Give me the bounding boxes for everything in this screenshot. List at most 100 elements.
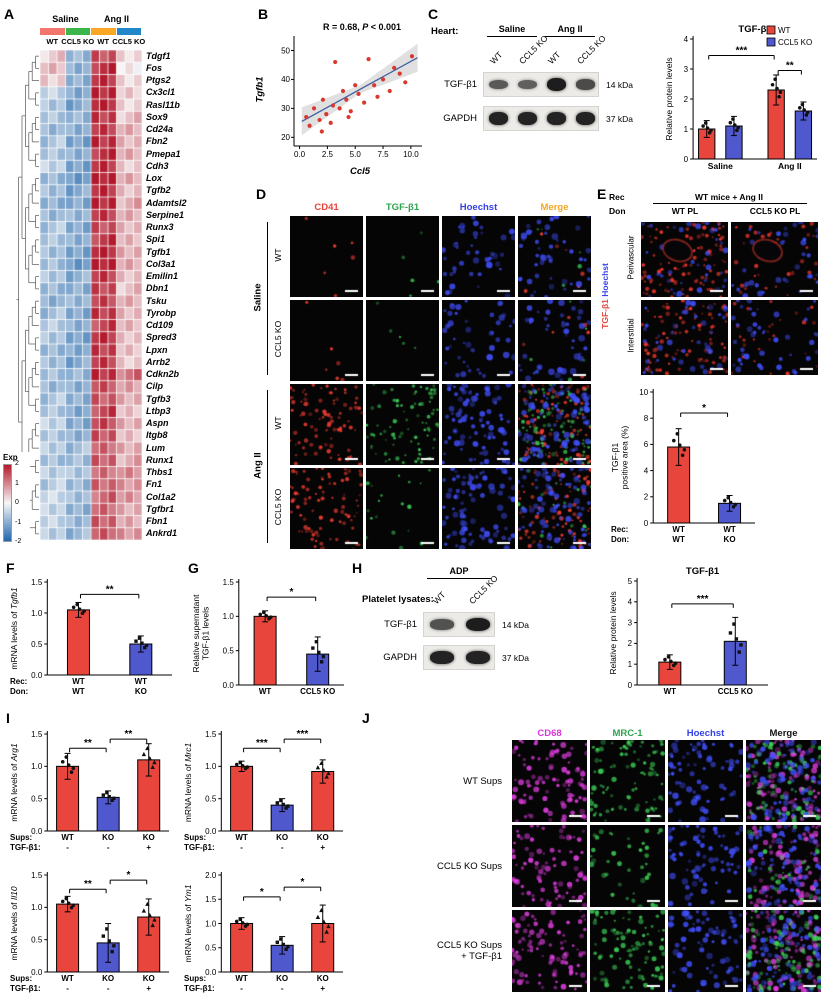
gene-label: Lpxn [146,344,168,355]
svg-text:1.5: 1.5 [31,871,43,880]
gene-label: Runx3 [146,222,174,232]
if-image-hoechst [442,216,515,297]
if-header-hoechst: Hoechst [686,728,725,739]
if-header-hoechst: Hoechst [459,202,498,213]
blot-band [488,112,509,125]
svg-text:Rec:: Rec: [611,525,628,534]
svg-text:**: ** [84,738,92,749]
heatmap-legend-title: Exp [3,453,18,462]
blot-treatment-label: ADP [449,566,469,576]
if-image-merge [518,300,591,381]
heatmap-subgroup-bar [40,28,65,35]
svg-text:4: 4 [628,598,633,607]
heatmap-subgroup-label: CCL5 KO [112,37,146,46]
if-row-label: WT Sups [352,740,502,822]
panel-d: D CD41 TGF-β1 Hoechst Merge Saline Ang II WT C… [250,186,595,560]
svg-text:WT: WT [235,833,248,842]
svg-text:1.5: 1.5 [31,578,43,587]
don-value-wt: WT PL [671,206,699,216]
blot-kda-label: 37 kDa [606,113,633,124]
svg-text:1.0: 1.0 [31,762,43,771]
gene-label: Ankrd1 [146,528,178,539]
svg-text:TGF-β1: TGF-β1 [686,566,720,577]
if-group-label: Saline [252,283,264,311]
svg-text:KO: KO [276,974,288,983]
gene-label: Arrb2 [146,356,171,367]
heatmap-subgroup-bar [91,28,116,35]
mrc1-chart: 0.0 0.5 1.0 1.5 mRNA levels of Mrc1 *** *** Sup… [182,726,347,862]
svg-text:Sups:: Sups: [184,833,206,842]
western-blot-platelet: Platelet lysates: ADP WT CCL5 KO TGF-β1 14 kD… [362,566,597,706]
svg-text:KO: KO [724,535,736,544]
svg-text:CCL5 KO: CCL5 KO [718,687,753,696]
if-image-cd68 [512,825,587,907]
svg-text:1.5: 1.5 [31,730,43,739]
heatmap [40,50,142,540]
svg-text:-: - [281,843,284,852]
panel-h-label: H [352,560,363,576]
panel-i: I 0.0 0.5 1.0 1.5 mRNA levels of Arg1 ** ** Sup… [0,710,352,1005]
if-group-bracket [267,222,268,375]
svg-text:CCL5 KO: CCL5 KO [300,687,335,696]
gene-label: Tdgf1 [146,50,171,61]
blot-band [517,79,538,90]
blot-band [430,619,454,630]
gene-label: Cilp [146,381,163,392]
svg-text:3: 3 [684,65,689,74]
blot-band [488,79,509,90]
scatter-ylabel: Tgfb1 [254,76,266,103]
svg-text:4: 4 [684,35,689,44]
if-image-hoechst [668,825,743,907]
tgfb1-area-chart: 0 2 4 6 8 10 TGF-β1 positive area (%) * Rec: WT WT D… [609,384,759,554]
if-image-cd41 [290,468,363,549]
heatmap-legend: Exp 2 1 0 -1 -2 [2,452,30,545]
panel-e: E Rec WT mice + Ang II Don WT PL CCL5 KO… [595,186,824,560]
svg-text:TGF-β1:: TGF-β1: [10,843,41,852]
panel-d-label: D [256,186,267,202]
svg-text:WT: WT [723,525,736,534]
bar-chart-svg: 0.0 0.5 1.0 1.5 2.0 mRNA levels of Ym1 * * Sups:… [183,871,343,993]
svg-text:50: 50 [281,46,290,55]
heatmap-gene-labels: Tdgf1 Fos Ptgs2 Cx3cl1 Rasl11b Sox9 Cd24a Fbn2 P… [146,50,246,540]
svg-text:-: - [66,984,69,993]
svg-text:KO: KO [143,833,155,842]
panel-c: C Heart: Saline Ang II WT CCL5 KO WT CCL5 KO TG… [425,6,824,188]
svg-text:0.5: 0.5 [31,935,43,944]
panel-b: B R = 0.68, P < 0.001 20 30 40 50 0.0 2.5 5.0 7… [250,6,434,186]
svg-text:mRNA levels of Ym1: mRNA levels of Ym1 [183,884,193,962]
gene-label: Cdkn2b [146,369,180,379]
tgfb1-mrna-chart: 0.0 0.5 1.0 1.5 mRNA levels of Tgfb1 ** Rec: WT… [8,574,176,706]
gene-label: Lox [146,173,163,183]
if-image-hoechst [668,740,743,822]
svg-text:0.0: 0.0 [31,827,43,836]
svg-text:positive area (%): positive area (%) [620,425,630,489]
svg-text:TGF-β1:: TGF-β1: [10,984,41,993]
bar-chart-svg: 0.0 0.5 1.0 1.5 mRNA levels of Tgfb1 ** Rec: WT… [9,578,172,696]
svg-text:1.5: 1.5 [205,730,217,739]
svg-text:-: - [281,984,284,993]
svg-text:2.0: 2.0 [205,871,217,880]
svg-text:TGF-β1: TGF-β1 [738,24,772,35]
blot-strip [423,612,495,637]
arg1-chart: 0.0 0.5 1.0 1.5 mRNA levels of Arg1 ** ** Sups:… [8,726,173,862]
svg-text:Sups:: Sups: [10,833,32,842]
if-header-cd68: CD68 [537,728,562,739]
if-group-label: Ang II [252,451,264,479]
blot-group-underline [545,36,595,37]
if-image-cd68 [512,740,587,822]
svg-text:**: ** [106,584,114,595]
blot-strip [423,645,495,670]
if-group-bracket [267,390,268,543]
svg-text:0: 0 [644,519,649,528]
svg-text:KO: KO [317,974,329,983]
svg-text:*: * [126,870,130,881]
svg-text:***: *** [256,738,268,749]
if-row-label: CCL5 KO Sups + TGF-β1 [352,910,502,992]
if-column-headers-j: CD68 MRC-1 Hoechst Merge [512,728,821,740]
svg-text:-: - [240,843,243,852]
svg-text:1.5: 1.5 [223,578,235,587]
gene-label: Tsku [146,295,167,306]
if-image-merge [518,384,591,465]
panel-f: F 0.0 0.5 1.0 1.5 mRNA levels of Tgfb1 ** Rec:… [0,560,184,710]
